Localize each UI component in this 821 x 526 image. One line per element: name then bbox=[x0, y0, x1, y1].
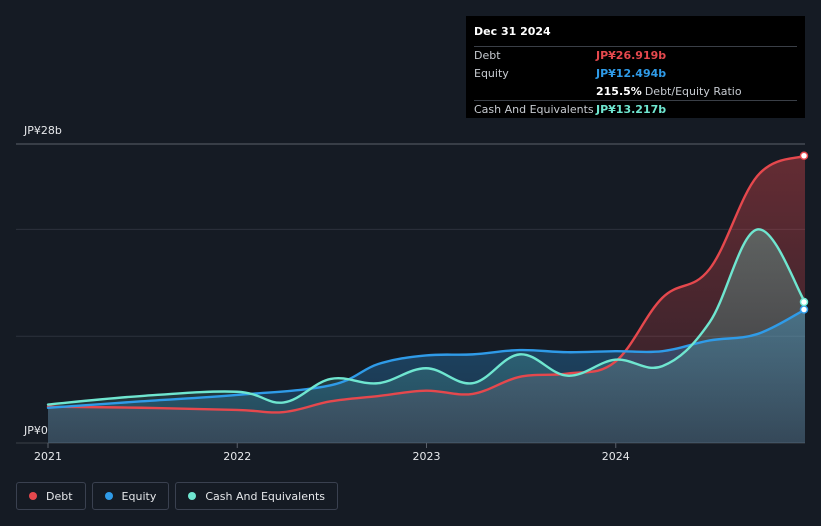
y-axis-bottom-label: JP¥0 bbox=[24, 424, 48, 437]
data-tooltip: Dec 31 2024 Debt JP¥26.919b Equity JP¥12… bbox=[466, 16, 805, 118]
x-axis-ticks: 2021 2022 2023 2024 bbox=[34, 443, 630, 463]
tooltip-unit: Debt/Equity Ratio bbox=[644, 85, 742, 98]
legend-label: Cash And Equivalents bbox=[205, 489, 325, 503]
legend-label: Debt bbox=[46, 489, 73, 503]
tooltip-row-ratio: 215.5% Debt/Equity Ratio bbox=[474, 82, 797, 100]
y-axis-top-label: JP¥28b bbox=[24, 124, 62, 137]
debt-end-point bbox=[799, 151, 809, 160]
equity-end-point bbox=[799, 305, 809, 314]
tooltip-value: JP¥13.217b bbox=[596, 103, 667, 116]
x-tick-label: 2022 bbox=[223, 450, 251, 463]
tooltip-value: JP¥26.919b bbox=[596, 49, 667, 62]
tooltip-value: 215.5% bbox=[596, 85, 642, 98]
tooltip-label: Equity bbox=[474, 67, 509, 80]
cash-and-equivalents-line bbox=[46, 228, 807, 406]
legend-item-cash[interactable]: Cash And Equivalents bbox=[175, 482, 338, 510]
tooltip-label: Debt bbox=[474, 49, 501, 62]
legend-item-equity[interactable]: Equity bbox=[91, 482, 170, 510]
legend: Debt Equity Cash And Equivalents bbox=[16, 482, 338, 510]
tooltip-label bbox=[474, 83, 596, 100]
debt-dot-icon bbox=[29, 492, 37, 500]
cash-dot-icon bbox=[188, 492, 197, 500]
x-tick-label: 2021 bbox=[34, 450, 62, 463]
tooltip-label: Cash And Equivalents bbox=[474, 103, 594, 116]
tooltip-row-equity: Equity JP¥12.494b bbox=[474, 64, 797, 82]
tooltip-row-debt: Debt JP¥26.919b bbox=[474, 46, 797, 64]
cash-and-equivalents-end-point bbox=[799, 297, 809, 307]
tooltip-value: JP¥12.494b bbox=[596, 67, 667, 80]
x-tick-label: 2023 bbox=[413, 450, 441, 463]
equity-line bbox=[46, 308, 807, 409]
legend-item-debt[interactable]: Debt bbox=[16, 482, 86, 510]
tooltip-row-cash: Cash And Equivalents JP¥13.217b bbox=[474, 100, 797, 118]
series-lines bbox=[46, 154, 807, 414]
equity-dot-icon bbox=[104, 492, 113, 500]
end-markers bbox=[799, 151, 809, 314]
cash-and-equivalents-area bbox=[48, 229, 805, 443]
x-tick-label: 2024 bbox=[602, 450, 630, 463]
tooltip-date: Dec 31 2024 bbox=[474, 25, 551, 38]
legend-label: Equity bbox=[121, 489, 157, 503]
debt-line bbox=[46, 154, 807, 414]
